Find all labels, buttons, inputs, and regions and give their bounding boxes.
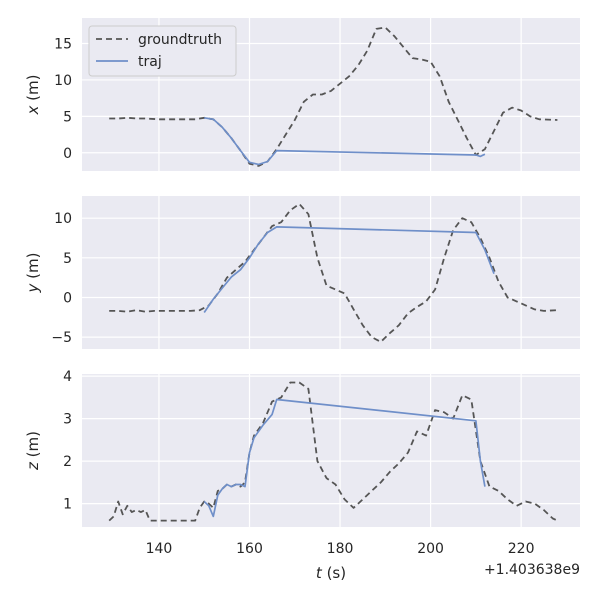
y-axis-label: x (m) [24, 75, 42, 116]
y-tick-label: 2 [63, 454, 72, 470]
x-tick-label: 180 [327, 541, 354, 557]
plot-area-background [82, 196, 580, 349]
traj-series-line [203, 226, 495, 313]
x-axis-label-main: t [316, 564, 323, 582]
y-axis-label-main: z [24, 461, 42, 471]
panel-y: −5 0 5 10 y (m) [24, 196, 580, 349]
y-tick-label: 1 [63, 497, 72, 513]
y-tick-label: 0 [63, 290, 72, 306]
x-tick-label: 200 [417, 541, 444, 557]
traj-series-line [204, 116, 486, 166]
y-tick-label: 0 [63, 146, 72, 162]
traj-series-line [203, 398, 486, 518]
x-tick-label: 220 [508, 541, 535, 557]
groundtruth-series-line [109, 26, 558, 167]
y-axis-label: z (m) [24, 431, 42, 471]
y-tick-label: 10 [54, 211, 72, 227]
groundtruth-series-line [109, 203, 558, 343]
legend: groundtruth traj [88, 25, 237, 77]
y-tick-label: 3 [63, 412, 72, 428]
y-axis-label-unit: (m) [24, 75, 42, 106]
y-tick-label: 4 [63, 369, 72, 385]
legend-groundtruth-label: groundtruth [138, 32, 222, 48]
x-tick-label: 140 [146, 541, 173, 557]
x-axis-label: t (s) [316, 564, 346, 582]
y-tick-label: 15 [54, 37, 72, 53]
legend-traj-label: traj [138, 54, 162, 70]
panel-z: 1 2 3 4 z (m) [24, 369, 580, 527]
y-axis-label: y (m) [24, 253, 42, 294]
legend-box [88, 25, 237, 77]
x-tick-label: 160 [236, 541, 263, 557]
plot-area-background [82, 374, 580, 527]
groundtruth-series-line [108, 381, 558, 522]
y-axis-label-unit: (m) [24, 253, 42, 284]
y-tick-label: 10 [54, 73, 72, 89]
y-axis-label-unit: (m) [24, 431, 42, 462]
y-axis-label-main: y [24, 282, 42, 293]
x-axis-label-unit: (s) [327, 564, 347, 582]
y-axis-label-main: x [24, 105, 42, 115]
x-axis-offset-label: +1.403638e9 [484, 562, 580, 578]
y-tick-label: −5 [51, 330, 72, 346]
y-tick-label: 5 [63, 251, 72, 267]
y-tick-label: 5 [63, 109, 72, 125]
